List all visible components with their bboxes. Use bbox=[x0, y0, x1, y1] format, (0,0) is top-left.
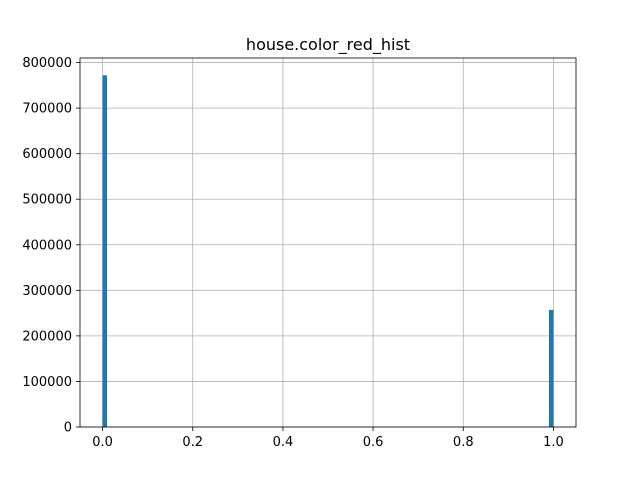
x-tick-label: 0.6 bbox=[363, 435, 384, 450]
y-tick-label: 300000 bbox=[22, 284, 72, 299]
y-tick-label: 800000 bbox=[22, 56, 72, 71]
y-tick-label: 700000 bbox=[22, 102, 72, 117]
x-tick-label: 0.4 bbox=[273, 435, 294, 450]
y-tick-label: 500000 bbox=[22, 193, 72, 208]
histogram-bar bbox=[102, 75, 108, 428]
y-axis-ticks: 0 100000 200000 300000 400000 500000 600000 700… bbox=[22, 56, 80, 436]
x-tick-label: 0.2 bbox=[182, 435, 203, 450]
histogram-bar bbox=[548, 309, 554, 427]
plot-frame bbox=[79, 57, 577, 428]
x-tick-label: 1.0 bbox=[543, 435, 564, 450]
y-tick-label: 400000 bbox=[22, 238, 72, 253]
grid-lines bbox=[80, 58, 576, 428]
x-axis-ticks: 0.0 0.2 0.4 0.6 0.8 1.0 bbox=[92, 427, 564, 450]
x-tick-label: 0.0 bbox=[92, 435, 113, 450]
y-tick-label: 200000 bbox=[22, 329, 72, 344]
axes-frame bbox=[79, 57, 577, 428]
x-tick-label: 0.8 bbox=[453, 435, 474, 450]
histogram-bars bbox=[102, 75, 554, 428]
chart-title: house.color_red_hist bbox=[246, 35, 410, 55]
y-tick-label: 600000 bbox=[22, 147, 72, 162]
y-tick-label: 0 bbox=[64, 421, 72, 436]
y-tick-label: 100000 bbox=[22, 375, 72, 390]
